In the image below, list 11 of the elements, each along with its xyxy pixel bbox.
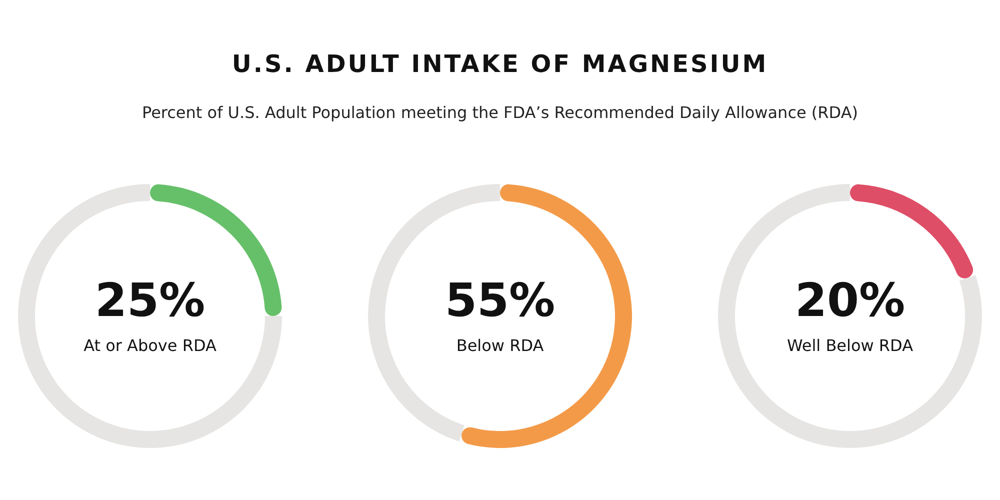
data-label: 55%: [444, 273, 556, 327]
donut-slice: [850, 184, 974, 278]
data-label: 20%: [794, 273, 906, 327]
donut-slice: [718, 184, 982, 448]
slice-label: Well Below RDA: [786, 336, 914, 355]
slice-label: Below RDA: [456, 336, 544, 355]
text: U.S. ADULT INTAKE OF MAGNESIUM: [232, 50, 768, 78]
slice-label: At or Above RDA: [84, 336, 216, 355]
data-label: 25%: [94, 273, 206, 327]
text: Percent of U.S. Adult Population meeting the FDA’s Recommended Daily Allowance (RDA): [142, 103, 858, 122]
donut-slice: [18, 184, 282, 448]
